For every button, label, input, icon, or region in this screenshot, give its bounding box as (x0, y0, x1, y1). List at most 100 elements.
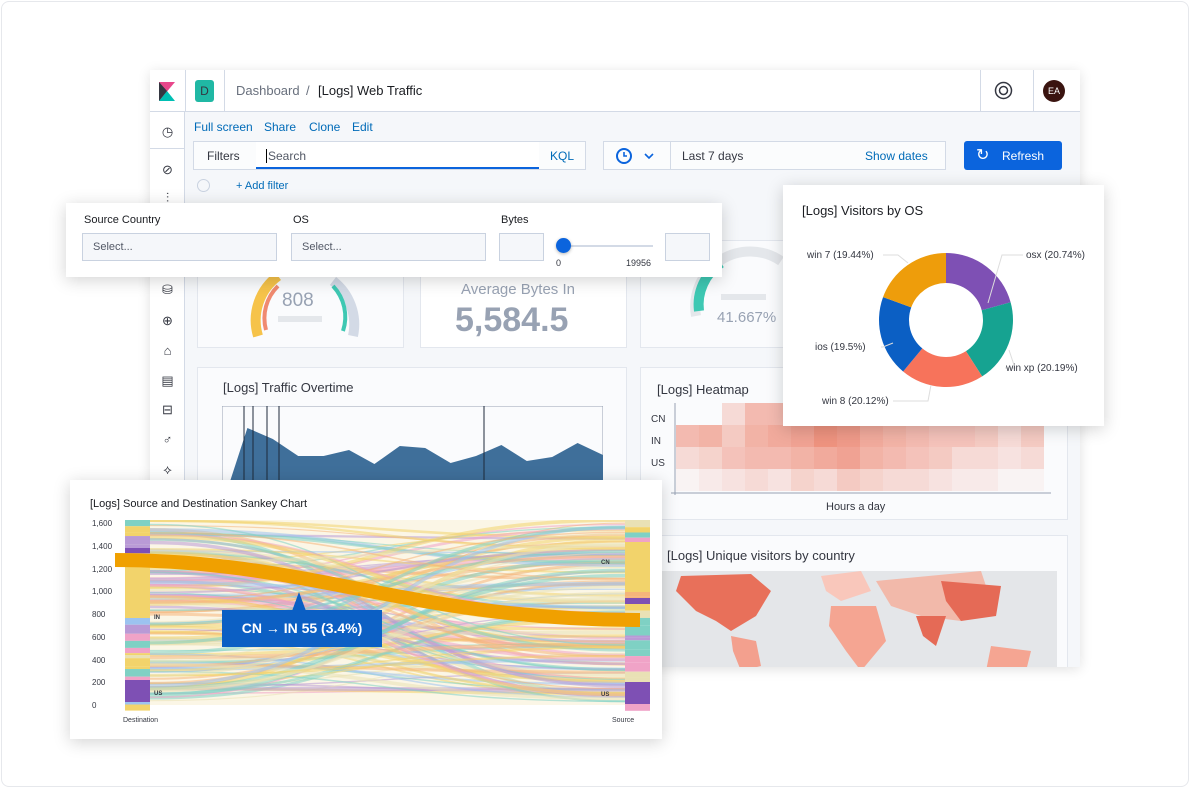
sankey-node-segment[interactable] (125, 640, 150, 648)
heatmap-cell[interactable] (1021, 447, 1044, 469)
show-dates-link[interactable]: Show dates (865, 149, 928, 163)
heatmap-cell[interactable] (837, 425, 860, 447)
heatmap-cell[interactable] (929, 469, 952, 491)
heatmap-cell[interactable] (952, 425, 975, 447)
sankey-link[interactable] (149, 646, 626, 677)
uptime-icon[interactable]: ♂ (162, 432, 173, 447)
heatmap-cell[interactable] (837, 469, 860, 491)
heatmap-cell[interactable] (768, 447, 791, 469)
heatmap-cell[interactable] (883, 425, 906, 447)
source-country-select[interactable]: Select... (82, 233, 277, 261)
breadcrumb-dashboard[interactable]: Dashboard (236, 83, 300, 98)
sankey-node[interactable] (125, 680, 150, 702)
sankey-node-segment[interactable] (625, 625, 650, 636)
heatmap-cell[interactable] (906, 425, 929, 447)
bytes-slider-track[interactable] (562, 245, 653, 247)
heatmap-cell[interactable] (745, 403, 768, 425)
sankey-node-segment[interactable] (125, 532, 150, 537)
sankey-node[interactable] (625, 682, 650, 704)
refresh-button[interactable]: ↻ Refresh (964, 141, 1062, 170)
sankey-node-segment[interactable] (125, 526, 150, 533)
heatmap-cell[interactable] (814, 447, 837, 469)
heatmap-cell[interactable] (676, 425, 699, 447)
sankey-node-segment[interactable] (625, 656, 650, 663)
sankey-node-segment[interactable] (625, 532, 650, 538)
apm-icon[interactable]: ⟡ (163, 462, 172, 477)
metrics-icon[interactable]: ⊟ (162, 402, 173, 417)
sankey-link[interactable] (149, 642, 626, 660)
sankey-node-segment[interactable] (125, 520, 150, 527)
quick-menu-button[interactable] (604, 142, 671, 169)
share-link[interactable]: Share (264, 120, 297, 134)
heatmap-cell[interactable] (929, 425, 952, 447)
heatmap-cell[interactable] (699, 469, 722, 491)
heatmap-cell[interactable] (676, 447, 699, 469)
sankey-node-segment[interactable] (125, 615, 150, 625)
heatmap-cell[interactable] (952, 469, 975, 491)
sankey-node[interactable] (125, 568, 150, 618)
sankey-node-segment[interactable] (125, 704, 150, 711)
bytes-max-input[interactable] (665, 233, 710, 261)
heatmap-cell[interactable] (1021, 425, 1044, 447)
heatmap-cell[interactable] (929, 447, 952, 469)
sankey-node-segment[interactable] (625, 635, 650, 638)
heatmap-cell[interactable] (699, 425, 722, 447)
avatar[interactable]: EA (1043, 80, 1065, 102)
sankey-node[interactable] (625, 542, 650, 592)
sankey-node-segment[interactable] (125, 669, 150, 677)
sankey-node[interactable] (125, 548, 150, 553)
lifebuoy-icon[interactable] (994, 81, 1013, 100)
sankey-node-segment[interactable] (625, 662, 650, 672)
heatmap-cell[interactable] (975, 425, 998, 447)
sankey-node-segment[interactable] (625, 637, 650, 641)
heatmap-cell[interactable] (768, 469, 791, 491)
heatmap-cell[interactable] (883, 469, 906, 491)
heatmap-cell[interactable] (722, 447, 745, 469)
logs-icon[interactable]: ▤ (161, 373, 174, 388)
sankey-node-segment[interactable] (625, 671, 650, 678)
sankey-node[interactable] (625, 598, 650, 604)
add-filter-link[interactable]: + Add filter (236, 180, 289, 192)
chart-icon[interactable]: ⫶ (165, 190, 170, 205)
heatmap-cell[interactable] (883, 447, 906, 469)
clock-icon[interactable]: ◷ (161, 124, 174, 139)
heatmap-cell[interactable] (745, 469, 768, 491)
sankey-node-segment[interactable] (625, 520, 650, 528)
sankey-node-segment[interactable] (125, 624, 150, 634)
heatmap-cell[interactable] (998, 447, 1021, 469)
sankey-node-segment[interactable] (625, 649, 650, 657)
heatmap-cell[interactable] (906, 447, 929, 469)
heatmap-cell[interactable] (906, 469, 929, 491)
sankey-node-segment[interactable] (125, 536, 150, 545)
donut-slice-osx[interactable] (946, 253, 1011, 311)
bytes-slider-handle[interactable] (556, 238, 571, 253)
sankey-node-segment[interactable] (125, 658, 150, 667)
edit-link[interactable]: Edit (352, 120, 373, 134)
heatmap-cell[interactable] (1021, 469, 1044, 491)
heatmap-cell[interactable] (722, 469, 745, 491)
donut-slice-win-7[interactable] (883, 253, 946, 308)
heatmap-cell[interactable] (860, 469, 883, 491)
sankey-link[interactable] (149, 542, 626, 678)
sankey-node-segment[interactable] (125, 633, 150, 641)
heatmap-cell[interactable] (975, 469, 998, 491)
donut-slice-win-xp[interactable] (965, 302, 1013, 377)
search-input[interactable]: Search (256, 142, 539, 169)
filters-button[interactable]: Filters (207, 149, 240, 163)
os-select[interactable]: Select... (291, 233, 486, 261)
graph-icon[interactable]: ⊕ (162, 313, 173, 328)
sankey-node-segment[interactable] (625, 596, 650, 600)
heatmap-cell[interactable] (699, 447, 722, 469)
heatmap-cell[interactable] (722, 425, 745, 447)
heatmap-cell[interactable] (791, 469, 814, 491)
clone-link[interactable]: Clone (309, 120, 341, 134)
heatmap-cell[interactable] (676, 403, 699, 425)
sankey-node-segment[interactable] (625, 677, 650, 685)
heatmap-cell[interactable] (998, 469, 1021, 491)
sankey-node-segment[interactable] (625, 603, 650, 611)
heatmap-cell[interactable] (814, 469, 837, 491)
space-badge[interactable]: D (195, 80, 214, 102)
heatmap-cell[interactable] (860, 425, 883, 447)
filter-toggle[interactable] (197, 179, 210, 192)
sankey-node-segment[interactable] (625, 640, 650, 650)
